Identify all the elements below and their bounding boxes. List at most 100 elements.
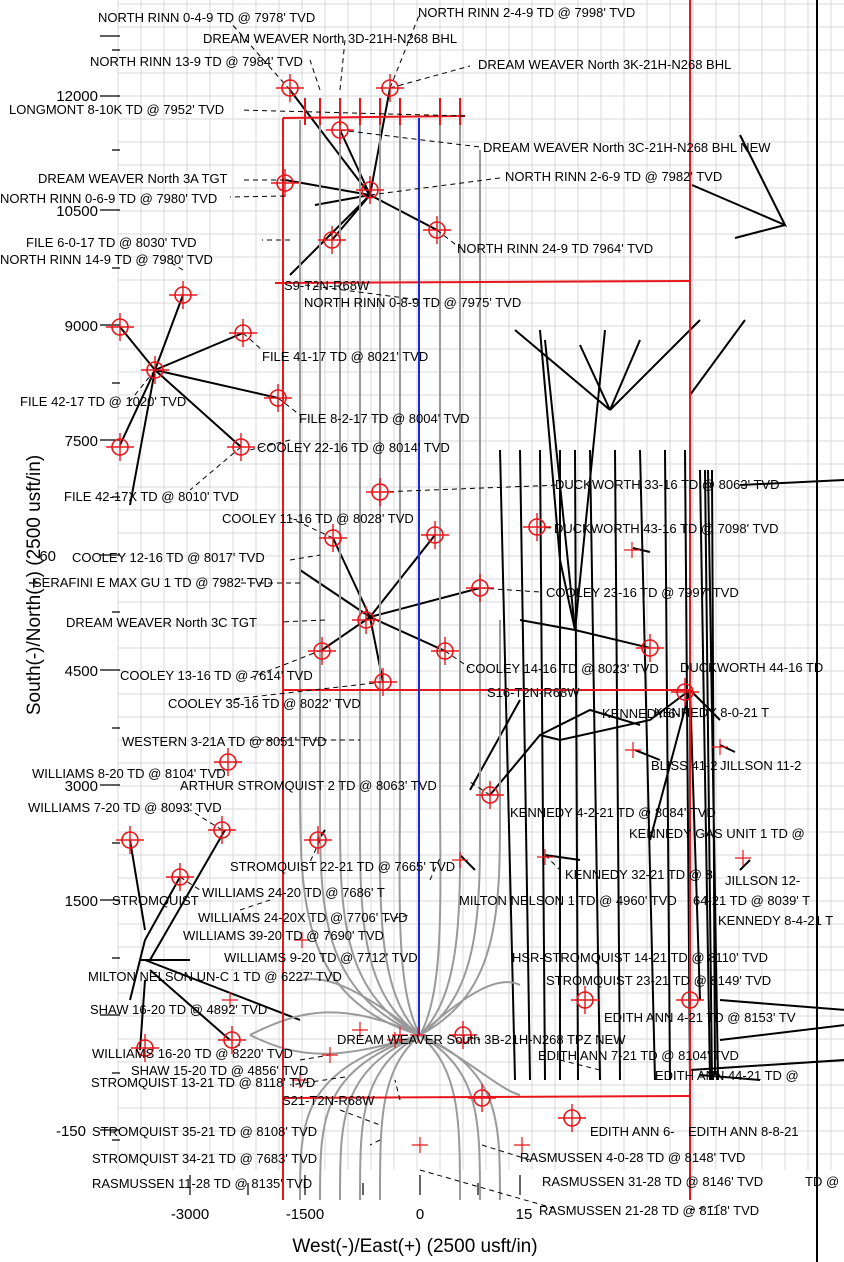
well-label: COOLEY 23-16 TD @ 7997' TVD: [546, 585, 739, 600]
target-marker: [227, 433, 255, 461]
section-label: S9-T2N-R68W: [284, 278, 370, 293]
target-marker: [523, 513, 551, 541]
target-marker-cross: [318, 226, 346, 254]
well-label: EDITH ANN 7-21 TD @ 8104' TVD: [538, 1048, 739, 1063]
well-label: FILE 41-17 TD @ 8021' TVD: [262, 349, 428, 364]
survey-point-marker: [294, 932, 310, 948]
target-marker-cross: [271, 169, 299, 197]
x-axis-title: West(-)/East(+) (2500 usft/in): [292, 1236, 537, 1257]
target-marker: [671, 678, 699, 706]
target-marker: [131, 1034, 159, 1062]
well-label: WESTERN 3-21A TD @ 8051' TVD: [122, 734, 327, 749]
well-label: DUCKWORTH 43-16 TD @ 7098' TVD: [554, 521, 778, 536]
well-label: DREAM WEAVER North 3D-21H-N268 BHL: [203, 31, 457, 46]
well-label: STROMQUIST 34-21 TD @ 7683' TVD: [92, 1151, 317, 1166]
well-label: WILLIAMS 9-20 TD @ 7712' TVD: [224, 950, 418, 965]
target-marker-cross: [141, 356, 169, 384]
y-tick-label: 1500: [65, 893, 98, 910]
well-label: NORTH RINN 0-8-9 TD @ 7975' TVD: [304, 295, 521, 310]
well-label: STROMQUIST 35-21 TD @ 8108' TVD: [92, 1124, 317, 1139]
target-marker: [264, 384, 292, 412]
y-tick-label: 60: [39, 548, 56, 565]
well-label: FILE 6-0-17 TD @ 8030' TVD: [26, 235, 197, 250]
target-marker-cross: [421, 521, 449, 549]
well-label: COOLEY 13-16 TD @ 7614' TVD: [120, 668, 313, 683]
well-label: NORTH RINN 24-9 TD 7964' TVD: [457, 241, 653, 256]
y-tick-label: 10500: [56, 203, 98, 220]
target-marker: [423, 216, 451, 244]
x-tick-label: -1500: [286, 1206, 324, 1223]
well-label: WILLIAMS 24-20 TD @ 7686' T: [202, 885, 385, 900]
y-axis-ticks: [100, 35, 120, 1141]
well-label: RASMUSSEN 21-28 TD @ 8118' TVD: [539, 1203, 759, 1218]
survey-point-marker: [624, 542, 640, 558]
well-label: BLISS 41-2: [651, 758, 718, 773]
target-marker: [366, 478, 394, 506]
target-marker: [106, 433, 134, 461]
well-label: STROMQUIST 13-21 TD @ 8118' TVD: [91, 1075, 315, 1090]
well-label: NORTH RINN 13-9 TD @ 7984' TVD: [90, 54, 303, 69]
well-label: DREAM WEAVER North 3A TGT: [38, 171, 228, 186]
target-marker-cross: [476, 781, 504, 809]
well-label: 64-21 TD @ 8039' T: [693, 893, 810, 908]
well-label: JILLSON 11-2: [720, 758, 801, 773]
target-marker: [676, 986, 704, 1014]
well-label: RASMUSSEN 4-0-28 TD @ 8148' TVD: [520, 1150, 745, 1165]
well-label: NORTH RINN 0-4-9 TD @ 7978' TVD: [98, 10, 315, 25]
well-label: DREAM WEAVER North 3C TGT: [66, 615, 257, 630]
well-label: MILTON NELSON UN-C 1 TD @ 6227' TVD: [88, 969, 342, 984]
target-marker: [352, 606, 380, 634]
target-marker-cross: [218, 1026, 246, 1054]
well-label: LONGMONT 8-10K TD @ 7952' TVD: [9, 102, 224, 117]
target-marker-cross: [431, 637, 459, 665]
target-marker: [308, 637, 336, 665]
well-label: COOLEY 12-16 TD @ 8017' TVD: [72, 550, 265, 565]
y-tick-label: 4500: [65, 663, 98, 680]
well-label: EDITH ANN 8-8-21: [688, 1124, 799, 1139]
well-label: WILLIAMS 7-20 TD @ 8093' TVD: [28, 800, 222, 815]
well-label: COOLEY 35-16 TD @ 8022' TVD: [168, 696, 361, 711]
target-marker: [318, 226, 346, 254]
well-label: EDITH ANN 4-21 TD @ 8153' TV: [604, 1010, 796, 1025]
well-label: KENNEDY 8-0-21 T: [654, 705, 769, 720]
x-tick-label: -3000: [171, 1206, 209, 1223]
target-marker-cross: [671, 678, 699, 706]
target-marker: [449, 1021, 477, 1049]
target-marker-cross: [352, 606, 380, 634]
well-target-markers: [106, 74, 751, 1153]
well-label: DREAM WEAVER North 3K-21H-N268 BHL: [478, 57, 731, 72]
survey-point-marker: [387, 1032, 403, 1048]
well-label: DUCKWORTH 33-16 TD @ 8063' TVD: [555, 477, 779, 492]
target-marker: [571, 986, 599, 1014]
well-label: SHAW 16-20 TD @ 4892' TVD: [90, 1002, 267, 1017]
well-label: JILLSON 12-: [725, 873, 800, 888]
target-marker: [326, 116, 354, 144]
y-tick-label: 9000: [65, 318, 98, 335]
target-marker: [208, 816, 236, 844]
target-marker: [319, 524, 347, 552]
well-label: EDITH ANN 44-21 TD @: [655, 1068, 799, 1083]
well-label: RASMUSSEN 11-28 TD @ 8135' TVD: [92, 1176, 312, 1191]
target-marker-cross: [208, 816, 236, 844]
target-marker-cross: [264, 384, 292, 412]
target-marker: [476, 781, 504, 809]
survey-point-marker: [222, 992, 238, 1008]
y-tick-label: -150: [56, 1123, 86, 1140]
y-tick-label: 3000: [65, 778, 98, 795]
target-marker: [421, 521, 449, 549]
well-label: DUCKWORTH 44-16 TD: [680, 660, 823, 675]
target-marker-cross: [229, 319, 257, 347]
target-marker: [166, 863, 194, 891]
well-label: COOLEY 14-16 TD @ 8023' TVD: [466, 661, 659, 676]
target-marker: [218, 1026, 246, 1054]
y-axis-tick-labels: 12000 10500 9000 7500 60 4500 3000 1500 …: [39, 88, 98, 1140]
section-lines: [274, 0, 691, 1200]
well-label: KENNEDY 6-: [602, 706, 680, 721]
survey-point-marker: [514, 1137, 530, 1153]
target-marker: [214, 748, 242, 776]
target-marker: [229, 319, 257, 347]
target-marker-cross: [466, 574, 494, 602]
target-marker: [466, 574, 494, 602]
well-label: EDITH ANN 6-: [590, 1124, 675, 1139]
target-marker-cross: [214, 748, 242, 776]
